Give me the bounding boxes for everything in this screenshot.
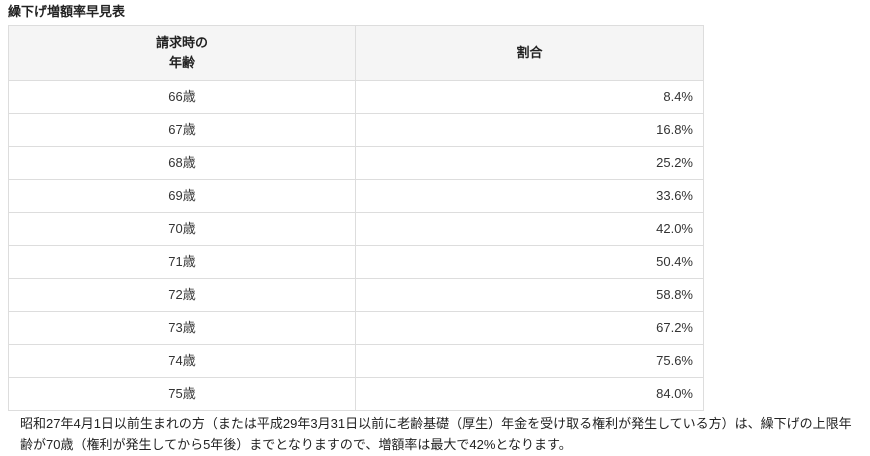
table-row: 72歳 58.8% <box>8 278 704 312</box>
rate-cell: 58.8% <box>355 278 704 312</box>
age-cell: 73歳 <box>8 311 356 345</box>
age-cell: 71歳 <box>8 245 356 279</box>
table-row: 75歳 84.0% <box>8 377 704 411</box>
rate-cell: 8.4% <box>355 80 704 114</box>
footnote: 昭和27年4月1日以前生まれの方（または平成29年3月31日以前に老齢基礎（厚生… <box>20 416 852 452</box>
rate-cell: 16.8% <box>355 113 704 147</box>
rate-cell: 50.4% <box>355 245 704 279</box>
table-header-row: 請求時の年齢 割合 <box>8 25 704 81</box>
page-title: 繰下げ増額率早見表 <box>8 4 126 19</box>
rate-cell: 25.2% <box>355 146 704 180</box>
header-age-line1: 請求時の <box>155 35 208 50</box>
table-row: 70歳 42.0% <box>8 212 704 246</box>
header-rate: 割合 <box>355 25 704 81</box>
age-cell: 66歳 <box>8 80 356 114</box>
rate-cell: 75.6% <box>355 344 704 378</box>
header-age: 請求時の 年齢 <box>8 25 356 81</box>
table-row: 69歳 33.6% <box>8 179 704 213</box>
table-row: 66歳 8.4% <box>8 80 704 114</box>
rate-cell: 42.0% <box>355 212 704 246</box>
age-cell: 75歳 <box>8 377 356 411</box>
age-cell: 74歳 <box>8 344 356 378</box>
table-row: 71歳 50.4% <box>8 245 704 279</box>
age-cell: 70歳 <box>8 212 356 246</box>
rate-cell: 33.6% <box>355 179 704 213</box>
age-cell: 72歳 <box>8 278 356 312</box>
header-age-line2: 年齢 <box>168 55 195 70</box>
rate-cell: 84.0% <box>355 377 704 411</box>
table-row: 74歳 75.6% <box>8 344 704 378</box>
rate-cell: 67.2% <box>355 311 704 345</box>
age-cell: 67歳 <box>8 113 356 147</box>
table-row: 67歳 16.8% <box>8 113 704 147</box>
age-cell: 68歳 <box>8 146 356 180</box>
increase-rate-table: 請求時の年齢 割合 66歳 8.4% 67歳 16.8% 68歳 25.2% 69歳 33.6… <box>8 25 704 411</box>
table-row: 73歳 67.2% <box>8 311 704 345</box>
age-cell: 69歳 <box>8 179 356 213</box>
table-row: 68歳 25.2% <box>8 146 704 180</box>
